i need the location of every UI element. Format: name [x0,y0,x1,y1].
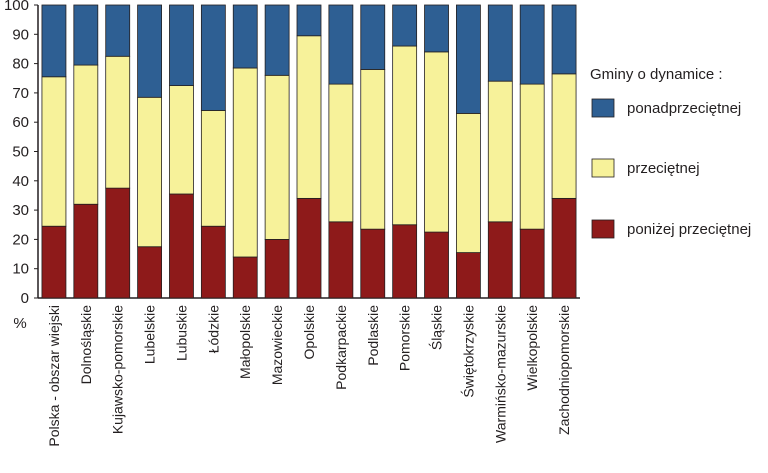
legend-title: Gminy o dynamice : [590,66,723,83]
bar-segment [105,55,131,189]
bar-segment [551,73,577,199]
bar-segment [392,45,418,226]
bars-layer [41,4,577,299]
y-tick-label: 70 [12,85,29,102]
bar-segment [487,221,513,299]
bar-segment [296,197,322,299]
legend-label: poniżej przeciętnej [627,221,751,238]
bar-segment [456,113,481,253]
bar-segment [296,4,322,37]
bar-segment [264,238,290,299]
bar-segment [105,187,131,299]
bar-segment [456,4,481,114]
x-category-label: Lubuskie [173,305,189,361]
x-category-label: Polska - obszar wiejski [46,305,62,447]
bar-segment [328,83,354,223]
bar-segment [519,228,545,299]
bar-segment [73,4,99,66]
bar-segment [232,67,258,258]
x-category-label: Wielkopolskie [524,305,540,391]
bar-segment [424,231,449,299]
bar-segment [360,228,386,299]
x-category-label: Warmińsko-mazurskie [492,305,508,443]
y-tick-label: 50 [12,144,29,161]
bar-segment [41,4,67,78]
x-category-label: Śląskie [428,305,445,350]
x-category-label: Dolnośląskie [78,305,94,385]
legend-label: ponadprzeciętnej [627,100,741,117]
bar-segment [73,64,99,205]
y-tick-label: 0 [21,290,29,307]
bar-segment [41,225,67,299]
bar-segment [264,74,290,240]
bar-segment [137,246,162,299]
legend-swatch [591,158,615,178]
legend-swatch [591,219,615,239]
bar-segment [424,4,449,53]
y-tick-label: 30 [12,202,29,219]
y-tick-label: 100 [4,0,29,14]
y-tick-label: 40 [12,173,29,190]
bar-segment [200,4,226,111]
bar-segment [551,4,577,75]
bar-segment [519,83,545,230]
bar-segment [105,4,131,57]
bar-segment [360,69,386,230]
bar-segment [392,224,418,299]
bar-segment [232,256,258,299]
bar-segment [487,4,513,82]
x-category-label: Podkarpackie [333,305,349,390]
legend-swatch [591,98,615,118]
bar-segment [392,4,418,47]
bar-segment [264,4,290,76]
x-category-label: Małopolskie [237,305,253,379]
bar-segment [360,4,386,70]
x-category-label: Świętokrzyskie [459,305,476,398]
bar-segment [519,4,545,85]
legend-label: przeciętnej [627,160,700,177]
bar-segment [137,4,162,98]
bar-segment [296,35,322,199]
x-category-label: Opolskie [301,305,317,360]
y-tick-label: 20 [12,231,29,248]
bar-segment [41,76,67,227]
y-axis-unit-label: % [13,315,26,332]
bar-segment [137,96,162,248]
bar-segment [200,110,226,227]
bar-segment [232,4,258,69]
bar-segment [328,221,354,299]
bar-segment [169,4,194,86]
x-category-label: Pomorskie [397,305,413,371]
y-tick-label: 10 [12,261,29,278]
bar-segment [424,51,449,233]
x-category-label: Zachodniopomorskie [556,305,572,435]
bar-segment [456,252,481,299]
bar-segment [328,4,354,85]
bar-segment [200,225,226,299]
bar-segment [551,197,577,299]
x-category-label: Lubelskie [142,305,158,364]
y-tick-label: 90 [12,26,29,43]
x-category-label: Łódzkie [205,305,221,353]
x-category-label: Mazowieckie [269,305,285,385]
x-category-label: Kujawsko-pomorskie [110,305,126,434]
y-tick-label: 80 [12,56,29,73]
bar-segment [169,193,194,299]
x-category-label: Podlaskie [365,305,381,366]
axis-layer: 0 10 20 30 40 50 60 70 80 90 100% Polska - obszar w… [4,0,580,447]
bar-segment [169,85,194,195]
bar-segment [73,203,99,299]
y-tick-label: 60 [12,114,29,131]
bar-segment [487,80,513,223]
legend: Gminy o dynamice : ponadprzeciętnej przec… [590,66,751,239]
